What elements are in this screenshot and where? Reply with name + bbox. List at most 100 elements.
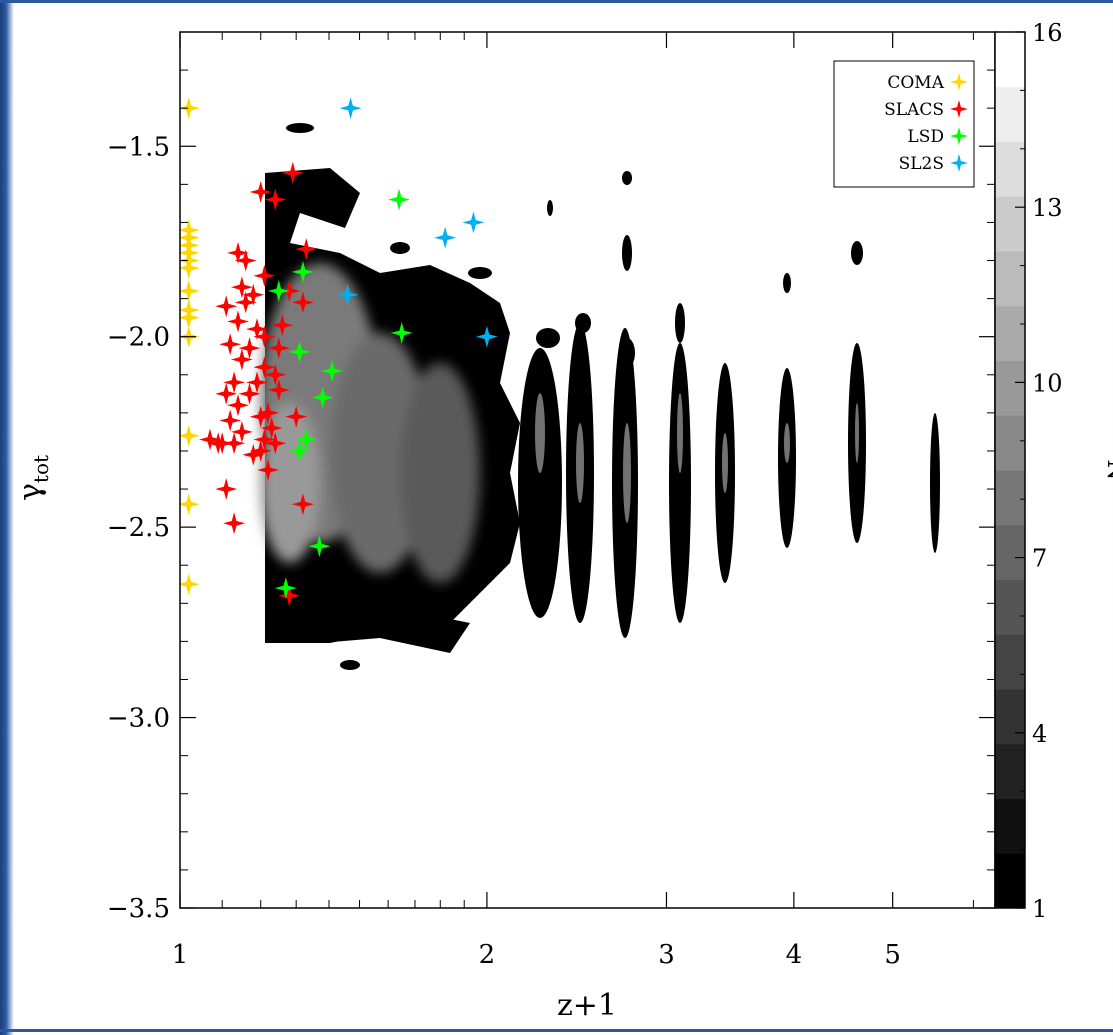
colorbar-step (995, 470, 1025, 526)
data-point (475, 325, 498, 348)
data-point (288, 340, 311, 363)
markers-layer (180, 97, 498, 607)
data-point (295, 428, 318, 451)
chart: 1 2 3 4 5 −1.5 −2.0 −2.5 −3.0 −3.5 1 4 7 10 13 16 COM… (13, 19, 1113, 1023)
data-point (253, 264, 276, 287)
data-point (242, 443, 265, 466)
data-point (223, 371, 246, 394)
data-point (339, 97, 362, 120)
y-axis: −1.5 −2.0 −2.5 −3.0 −3.5 (107, 69, 995, 924)
data-point (180, 424, 200, 447)
data-point (390, 321, 413, 344)
y-tick-label: −2.0 (107, 323, 170, 353)
data-point (388, 188, 411, 211)
colorbar-title: N (1102, 460, 1113, 481)
density-lower-band (265, 593, 470, 653)
colorbar-step (995, 634, 1025, 690)
colorbar-step (995, 305, 1025, 361)
legend-marker (950, 73, 968, 91)
data-point (230, 276, 253, 299)
data-point (227, 394, 249, 417)
data-point (180, 573, 200, 596)
data-point (215, 478, 238, 500)
data-point (308, 535, 331, 558)
data-point (246, 371, 268, 394)
data-point (264, 363, 287, 386)
data-point (271, 314, 294, 337)
data-point (180, 241, 200, 264)
legend: COMA SLACS LSD SL2S (833, 60, 975, 188)
legend-marker (950, 100, 968, 118)
data-point (215, 382, 238, 405)
data-point (223, 512, 246, 535)
data-point (281, 161, 304, 184)
colorbar-tick-label: 16 (1032, 19, 1063, 47)
colorbar-step (995, 579, 1025, 635)
data-point (246, 318, 268, 341)
legend-label: LSD (907, 127, 944, 147)
y-axis-title-sub: tot (29, 455, 53, 483)
data-point (249, 405, 272, 428)
series-slacs (199, 161, 318, 607)
data-point (238, 337, 261, 360)
colorbar-tick-label: 13 (1032, 194, 1063, 222)
data-point (180, 306, 200, 329)
colorbar-tick-label: 10 (1032, 369, 1063, 397)
series-sl2s (336, 97, 498, 348)
colorbar-tick-label: 4 (1032, 720, 1047, 748)
data-point (291, 291, 314, 314)
series-lsd (267, 188, 413, 600)
data-point (278, 584, 301, 607)
data-point (180, 219, 200, 242)
data-point (249, 440, 272, 462)
data-point (257, 459, 280, 481)
data-point (321, 360, 344, 382)
legend-marker (950, 127, 968, 145)
data-point (219, 409, 242, 432)
density-contours (260, 123, 940, 670)
legend-label: COMA (887, 73, 944, 93)
colorbar-step (995, 743, 1025, 799)
data-point (253, 325, 276, 348)
legend-marker (950, 154, 968, 172)
data-point (291, 260, 314, 283)
colorbar-step (995, 360, 1025, 416)
legend-label: SL2S (899, 154, 944, 174)
data-point (285, 405, 308, 428)
data-point (434, 226, 457, 249)
data-point (207, 432, 230, 455)
data-point (180, 249, 200, 272)
data-point (180, 97, 200, 120)
x-tick-label: 5 (884, 940, 901, 970)
legend-label: SLACS (884, 100, 944, 120)
data-point (336, 283, 359, 306)
data-point (227, 241, 249, 264)
x-axis: 1 2 3 4 5 (172, 32, 974, 970)
colorbar-step (995, 798, 1025, 854)
colorbar-step (995, 524, 1025, 580)
y-axis-title: γtot (13, 455, 53, 501)
data-point (234, 249, 257, 272)
data-point (227, 310, 249, 333)
colorbar-step (995, 196, 1025, 252)
data-point (223, 432, 246, 455)
data-point (462, 211, 485, 234)
y-axis-title-main: γ (13, 483, 48, 501)
data-point (180, 299, 200, 321)
data-point (219, 333, 242, 356)
data-point (249, 181, 272, 203)
data-point (234, 291, 257, 314)
data-point (264, 188, 287, 211)
colorbar-step (995, 251, 1025, 307)
colorbar-frame (994, 31, 1026, 909)
data-point (267, 337, 290, 360)
x-axis-title: z+1 (557, 988, 617, 1023)
data-point (253, 428, 276, 451)
colorbar-step (995, 415, 1025, 471)
colorbar-step (995, 853, 1025, 909)
y-tick-label: −2.5 (107, 513, 170, 543)
colorbar: 1 4 7 10 13 16 (994, 19, 1063, 923)
data-point (291, 493, 314, 516)
data-point (215, 295, 238, 318)
